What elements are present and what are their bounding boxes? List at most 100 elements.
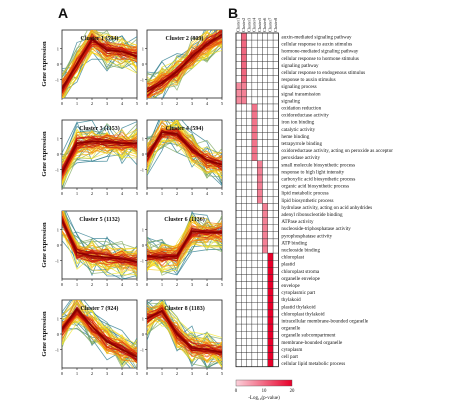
heatmap-cell bbox=[267, 47, 274, 55]
heatmap-cell bbox=[272, 153, 279, 161]
y-axis-label: Gene expression bbox=[41, 222, 48, 268]
heatmap-cell bbox=[257, 132, 263, 140]
heatmap-cell bbox=[241, 316, 247, 325]
heatmap-cell bbox=[262, 68, 268, 76]
go-term-label: cell part bbox=[281, 354, 298, 360]
heatmap-cell bbox=[241, 252, 247, 261]
colorbar bbox=[235, 379, 293, 387]
cluster-mean-line bbox=[62, 38, 137, 90]
expression-line bbox=[62, 51, 137, 90]
heatmap-cell bbox=[251, 316, 258, 325]
heatmap-cell bbox=[246, 210, 253, 218]
x-tick-label: 1 bbox=[161, 101, 163, 106]
cluster-lines bbox=[62, 30, 137, 98]
heatmap-cell bbox=[241, 110, 247, 119]
heatmap-cell bbox=[251, 352, 258, 360]
heatmap-cell bbox=[241, 281, 247, 289]
x-tick-label: 0 bbox=[61, 191, 64, 196]
heatmap-cell bbox=[246, 331, 253, 339]
heatmap-cell bbox=[262, 181, 268, 190]
heatmap-cell bbox=[235, 281, 242, 289]
heatmap-cell bbox=[262, 32, 268, 41]
heatmap-cell bbox=[241, 39, 247, 48]
x-tick-label: 2 bbox=[91, 101, 93, 106]
x-tick-label: 3 bbox=[191, 191, 194, 196]
x-tick-label: 3 bbox=[106, 282, 109, 287]
heatmap-cell bbox=[257, 274, 263, 282]
cluster-lines bbox=[147, 300, 222, 368]
cluster-lines bbox=[62, 211, 137, 279]
go-term-label: plastid bbox=[281, 262, 295, 268]
heatmap-cell bbox=[251, 203, 258, 211]
heatmap-cell bbox=[246, 96, 253, 105]
heatmap-cell bbox=[267, 167, 274, 176]
colorbar-tick-label: 0 bbox=[235, 389, 238, 394]
heatmap-cell bbox=[272, 260, 279, 268]
cluster-title: Cluster 5 (1132) bbox=[79, 216, 120, 223]
heatmap-cell bbox=[251, 146, 258, 154]
heatmap-cell bbox=[251, 153, 258, 161]
heatmap-cell bbox=[272, 82, 279, 90]
cluster-mean-line bbox=[62, 308, 137, 358]
heatmap-cell bbox=[257, 345, 263, 353]
cluster-lines bbox=[147, 30, 222, 98]
heatmap-cell bbox=[262, 203, 268, 211]
heatmap-cell bbox=[246, 32, 253, 41]
go-term-label: organelle bbox=[281, 326, 301, 332]
heatmap-cell bbox=[246, 181, 253, 190]
heatmap-cell bbox=[251, 196, 258, 204]
heatmap-cell bbox=[251, 89, 258, 98]
heatmap-cell bbox=[235, 118, 242, 126]
heatmap-cell bbox=[262, 96, 268, 105]
cluster-mean-line bbox=[147, 309, 222, 354]
heatmap-cells bbox=[235, 32, 279, 367]
heatmap-cell bbox=[257, 323, 263, 332]
y-tick-label: 0 bbox=[57, 62, 60, 67]
heatmap-cell bbox=[251, 252, 258, 261]
heatmap-cell bbox=[235, 174, 242, 183]
heatmap-cell bbox=[251, 125, 258, 133]
heatmap-cell bbox=[235, 245, 242, 254]
heatmap-cell bbox=[262, 196, 268, 204]
x-tick-label: 5 bbox=[221, 371, 224, 376]
heatmap-cell bbox=[257, 252, 263, 261]
heatmap-cell bbox=[267, 345, 274, 353]
heatmap-cell bbox=[267, 260, 274, 268]
heatmap-cell bbox=[251, 331, 258, 339]
heatmap-cell bbox=[257, 174, 263, 183]
x-tick-label: 3 bbox=[106, 371, 109, 376]
heatmap-cell bbox=[251, 338, 258, 346]
heatmap-cell bbox=[246, 295, 253, 303]
x-tick-label: 4 bbox=[206, 371, 209, 376]
heatmap-cell bbox=[267, 309, 274, 318]
heatmap-cell bbox=[272, 196, 279, 204]
x-tick-label: 1 bbox=[161, 371, 163, 376]
heatmap-cell bbox=[267, 245, 274, 254]
heatmap-cell bbox=[251, 323, 258, 332]
heatmap-cell bbox=[246, 110, 253, 119]
heatmap-cell bbox=[272, 89, 279, 98]
go-term-label: pyrophosphatase activity bbox=[281, 233, 332, 239]
expression-line bbox=[147, 228, 222, 258]
heatmap-cell bbox=[251, 103, 258, 112]
heatmap-cell bbox=[262, 352, 268, 360]
heatmap-cell bbox=[267, 331, 274, 339]
heatmap-cell bbox=[235, 68, 242, 76]
heatmap-cell bbox=[272, 189, 279, 197]
heatmap-cell bbox=[241, 224, 247, 232]
go-term-label: oxidoreductase activity bbox=[281, 113, 329, 119]
heatmap-cell bbox=[257, 89, 263, 98]
heatmap-cell bbox=[246, 132, 253, 140]
go-term-label: membrane-bounded organelle bbox=[281, 340, 343, 346]
x-tick-label: 4 bbox=[206, 191, 209, 196]
heatmap-cell bbox=[246, 196, 253, 204]
heatmap-cell bbox=[241, 68, 247, 76]
heatmap-cell bbox=[241, 288, 247, 296]
heatmap-cell bbox=[272, 160, 279, 169]
cluster-mean-line bbox=[62, 219, 137, 263]
heatmap-cell bbox=[257, 96, 263, 105]
cluster-title: Cluster 8 (1183) bbox=[164, 305, 205, 312]
heatmap-cell bbox=[267, 125, 274, 133]
expression-line bbox=[62, 41, 137, 88]
heatmap-cell bbox=[241, 47, 247, 55]
